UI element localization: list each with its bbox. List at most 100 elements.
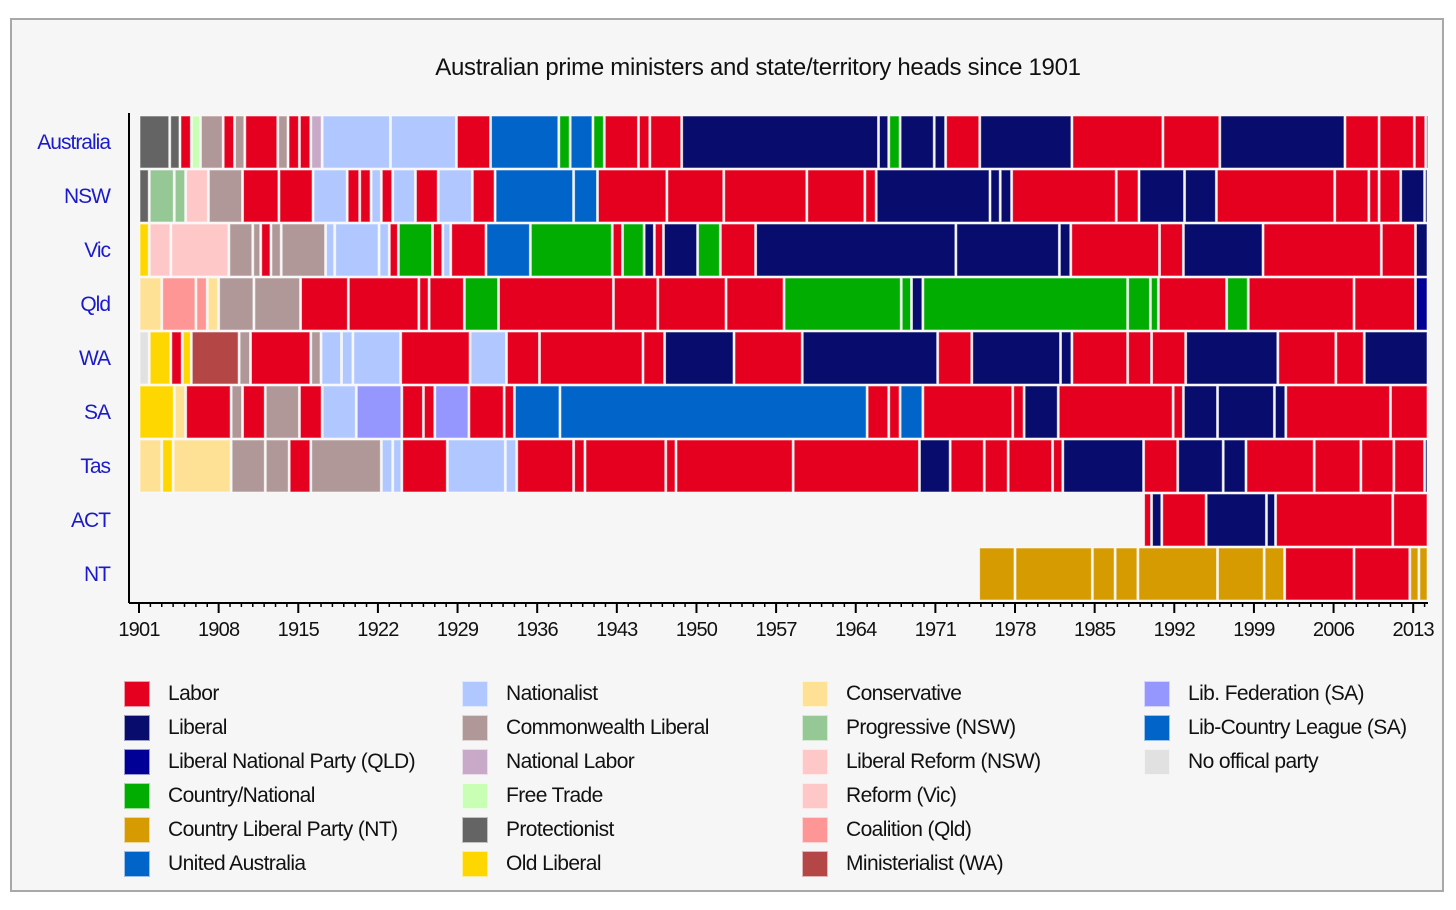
segment-labor: [402, 385, 423, 439]
segment-oldlib: [139, 385, 174, 439]
legend-item-lcl: Lib-Country League (SA): [1144, 715, 1407, 741]
legend-item-country: Country/National: [124, 783, 315, 809]
segment-labor: [676, 439, 793, 493]
legend-item-labor: Labor: [124, 681, 219, 707]
segment-labor: [1053, 439, 1063, 493]
segment-liberal: [900, 115, 934, 169]
legend-item-lnp: Liberal National Party (QLD): [124, 749, 416, 775]
segment-liberal: [980, 115, 1072, 169]
segment-labor: [171, 331, 182, 385]
segment-labor: [517, 439, 574, 493]
segment-labor: [1369, 169, 1379, 223]
segment-cwlib: [311, 331, 321, 385]
segment-cwlib: [235, 115, 245, 169]
legend-swatch: [462, 681, 488, 707]
segment-labor: [1152, 331, 1186, 385]
segment-ua: [491, 115, 559, 169]
legend-swatch: [802, 681, 828, 707]
segment-labor: [1393, 493, 1428, 547]
segment-labor: [180, 115, 191, 169]
segment-labor: [1336, 331, 1364, 385]
segment-cwlib: [239, 331, 250, 385]
segment-labor: [423, 385, 435, 439]
segment-labor: [1013, 385, 1024, 439]
segment-cwlib: [278, 115, 288, 169]
segment-labor: [243, 169, 279, 223]
segment-labor: [250, 331, 311, 385]
segment-nationalist: [390, 115, 456, 169]
segment-labor: [539, 331, 643, 385]
segment-liberal: [990, 169, 1000, 223]
segment-labor: [299, 115, 311, 169]
segment-country: [530, 223, 612, 277]
segment-liberal: [1220, 115, 1345, 169]
segment-nationalist: [335, 223, 379, 277]
segment-labor: [613, 277, 658, 331]
segment-labor: [666, 439, 676, 493]
segment-labor: [1381, 223, 1415, 277]
segment-country: [889, 115, 900, 169]
segment-labor: [1173, 385, 1183, 439]
segment-labor: [1116, 169, 1139, 223]
segment-cwlib: [231, 385, 243, 439]
row-label: Australia: [37, 131, 111, 154]
legend-swatch: [462, 749, 488, 775]
legend-label: Liberal Reform (NSW): [846, 750, 1041, 773]
segment-labor: [1345, 115, 1379, 169]
segment-labor: [429, 277, 464, 331]
legend-label: No offical party: [1188, 750, 1319, 773]
legend-item-libfed: Lib. Federation (SA): [1144, 681, 1365, 707]
segment-cwlib: [265, 385, 299, 439]
legend-label: Old Liberal: [506, 852, 602, 875]
segment-labor: [506, 331, 539, 385]
segment-labor: [612, 223, 623, 277]
segment-labor: [1012, 169, 1116, 223]
segment-labor: [456, 115, 491, 169]
segment-liberal: [1059, 223, 1071, 277]
segment-labor: [301, 277, 348, 331]
x-tick-label: 1957: [755, 619, 797, 641]
segment-nationalist: [505, 439, 517, 493]
segment-labor: [1354, 547, 1410, 601]
segment-labor: [865, 169, 876, 223]
segment-liberal: [1183, 385, 1218, 439]
segment-liberal: [682, 115, 878, 169]
row-label: NSW: [64, 185, 111, 208]
legend-label: Country Liberal Party (NT): [168, 818, 398, 841]
segment-nationalist: [393, 169, 415, 223]
segment-labor: [650, 115, 682, 169]
segment-labor: [1072, 331, 1128, 385]
x-tick-label: 1992: [1154, 619, 1196, 641]
segment-labor: [807, 169, 865, 223]
segment-lcl: [514, 385, 560, 439]
legend-label: Nationalist: [506, 682, 598, 705]
legend-swatch: [462, 851, 488, 877]
row-label: Vic: [84, 239, 110, 262]
x-tick-label: 2013: [1393, 619, 1435, 641]
segment-liberal: [1266, 493, 1276, 547]
segment-labor: [724, 169, 807, 223]
segment-liberal: [802, 331, 938, 385]
segment-nationalist: [371, 169, 381, 223]
x-tick-label: 1922: [357, 619, 399, 641]
segment-cwlib: [271, 223, 281, 277]
segment-liberal: [1185, 169, 1216, 223]
segment-nationalist: [438, 169, 472, 223]
x-tick-label: 1950: [676, 619, 718, 641]
segment-lcl: [900, 385, 923, 439]
segment-nationalist: [322, 115, 390, 169]
segment-coalitionqld: [162, 277, 196, 331]
segment-liberal: [1178, 439, 1223, 493]
segment-liberal: [1401, 169, 1425, 223]
segment-labor: [402, 439, 447, 493]
legend-label: Lib. Federation (SA): [1188, 682, 1365, 705]
segment-labor: [1314, 439, 1361, 493]
legend-label: Liberal: [168, 716, 227, 739]
segment-liberal: [1183, 223, 1263, 277]
segment-labor: [279, 169, 313, 223]
segment-labor: [938, 331, 972, 385]
segment-labor: [451, 223, 486, 277]
segment-nationalist: [379, 223, 389, 277]
segment-cwlib: [254, 277, 301, 331]
